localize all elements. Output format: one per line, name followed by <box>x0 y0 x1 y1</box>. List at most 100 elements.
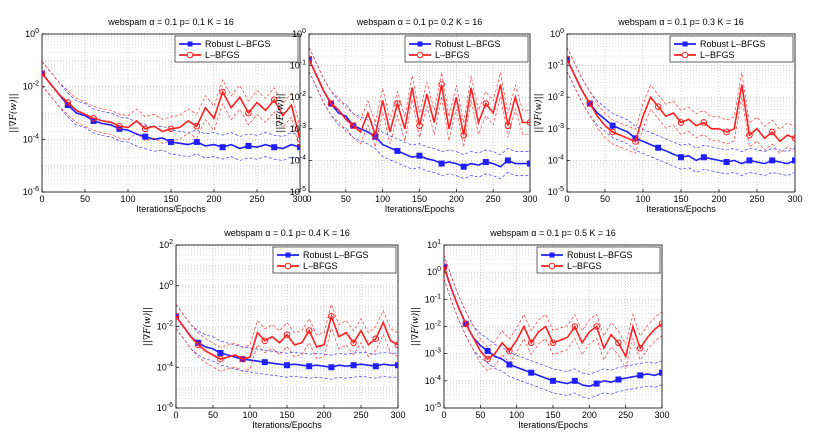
y-tick-label: 10-5 <box>548 186 564 197</box>
y-tick-label: 10-1 <box>548 60 564 71</box>
x-tick-label: 50 <box>80 194 90 204</box>
data-point-lbfgs <box>372 131 379 139</box>
chart-title: webspam α = 0.1 p= 0.3 K = 16 <box>617 17 744 27</box>
data-point-robust <box>593 380 600 387</box>
data-point-robust <box>659 369 662 376</box>
legend-swatch-circle <box>681 51 689 59</box>
y-axis-label: ||∇F(w)|| <box>533 93 544 132</box>
y-tick-label: 10-4 <box>290 154 306 165</box>
data-point-robust <box>217 349 224 356</box>
x-tick-label: 200 <box>206 194 221 204</box>
x-tick-label: 0 <box>306 194 311 204</box>
legend-label: Robust L–BFGS <box>435 39 501 49</box>
data-point-lbfgs <box>571 323 579 330</box>
y-tick-label: 10-2 <box>548 91 564 102</box>
data-point-robust <box>395 362 398 369</box>
data-point-robust <box>609 122 616 129</box>
data-point-lbfgs <box>444 263 448 271</box>
series-lbfgs-line <box>444 266 662 361</box>
chart-title: webspam α = 0.1 p= 0.4 K = 16 <box>223 228 350 238</box>
x-tick-label: 150 <box>163 194 178 204</box>
data-point-robust <box>700 154 707 161</box>
x-tick-label: 250 <box>618 410 633 420</box>
data-point-robust <box>284 362 290 369</box>
data-point-robust <box>271 144 278 151</box>
data-point-robust <box>168 138 174 145</box>
data-point-lbfgs <box>42 70 46 77</box>
y-tick-label: 10-2 <box>290 91 306 102</box>
data-point-lbfgs <box>167 125 175 133</box>
x-tick-label: 200 <box>582 410 597 420</box>
legend-label: Robust L–BFGS <box>303 250 369 260</box>
legend-label: Robust L–BFGS <box>205 39 271 49</box>
data-point-lbfgs <box>219 88 226 96</box>
data-point-lbfgs <box>372 335 380 343</box>
y-axis-label: ||∇F(w)|| <box>410 307 421 346</box>
x-axis-label: Iterations/Epochs <box>136 204 206 214</box>
x-tick-label: 200 <box>711 194 726 204</box>
data-point-robust <box>723 158 730 165</box>
data-point-lbfgs <box>609 128 616 136</box>
data-point-lbfgs <box>723 128 730 136</box>
data-point-lbfgs <box>193 122 201 130</box>
data-point-lbfgs <box>90 114 97 122</box>
series-lbfgs-upper-band <box>176 303 398 348</box>
x-axis-label: Iterations/Epochs <box>385 204 455 214</box>
chart-panel-5: 0 50 100 150 200 250 300 10-5 10-4 10-3 10-2 10-1 10… <box>410 228 670 430</box>
y-tick-label: 10-6 <box>23 186 39 197</box>
chart-panel-1: 0 50 100 150 200 250 300 10-6 10-4 10-2 100 webspam… <box>8 17 308 214</box>
x-tick-label: 100 <box>509 410 524 420</box>
data-point-lbfgs <box>438 81 445 88</box>
series-robust-lower-band <box>42 85 300 161</box>
series-lbfgs-upper-band <box>309 47 530 125</box>
data-point-robust <box>571 377 578 384</box>
data-point-robust <box>615 376 622 383</box>
data-point-lbfgs <box>586 100 594 107</box>
legend-label: L–BFGS <box>303 261 338 271</box>
data-point-lbfgs <box>309 55 313 63</box>
data-point-robust <box>142 133 149 140</box>
y-tick-label: 10-5 <box>425 402 441 413</box>
legend-label: Robust L–BFGS <box>700 39 766 49</box>
series-robust-lower-band <box>444 278 662 399</box>
data-point-lbfgs <box>116 122 123 130</box>
data-point-lbfgs <box>194 341 202 349</box>
series-robust-lower-band <box>567 71 795 176</box>
x-tick-label: 300 <box>292 194 307 204</box>
data-point-lbfgs <box>239 355 246 363</box>
legend-swatch-circle <box>416 51 424 59</box>
x-tick-label: 100 <box>242 410 257 420</box>
legend-label: L–BFGS <box>567 261 602 271</box>
legend-box <box>669 35 794 63</box>
y-tick-label: 10-1 <box>290 60 306 71</box>
x-tick-label: 300 <box>654 410 669 420</box>
data-point-lbfgs <box>261 337 269 345</box>
y-tick-label: 10-5 <box>290 186 306 197</box>
series-robust-lower-band <box>309 71 530 180</box>
chart-title: webspam α = 0.1 p= 0.1 K = 16 <box>107 17 234 27</box>
y-tick-label: 10-3 <box>425 348 441 359</box>
data-point-lbfgs <box>394 341 398 349</box>
data-point-robust <box>678 154 684 161</box>
series-lbfgs-upper-band <box>42 61 300 128</box>
data-point-lbfgs <box>462 320 470 328</box>
x-tick-label: 0 <box>441 410 446 420</box>
data-point-robust <box>746 157 753 164</box>
y-tick-label: 10-4 <box>23 133 39 144</box>
y-tick-label: 100 <box>292 28 306 39</box>
data-point-lbfgs <box>527 339 535 347</box>
data-point-lbfgs <box>632 138 639 145</box>
series-lbfgs-line <box>176 313 398 360</box>
series-lbfgs-upper-band <box>567 47 795 130</box>
y-tick-label: 10-1 <box>425 293 441 304</box>
data-point-lbfgs <box>350 339 357 347</box>
series-lbfgs-lower-band <box>176 327 398 372</box>
data-point-lbfgs <box>526 119 530 126</box>
data-point-robust <box>394 147 401 154</box>
data-point-lbfgs <box>791 134 795 142</box>
x-tick-label: 100 <box>635 194 650 204</box>
data-point-lbfgs <box>460 131 468 139</box>
data-point-robust <box>297 144 300 151</box>
